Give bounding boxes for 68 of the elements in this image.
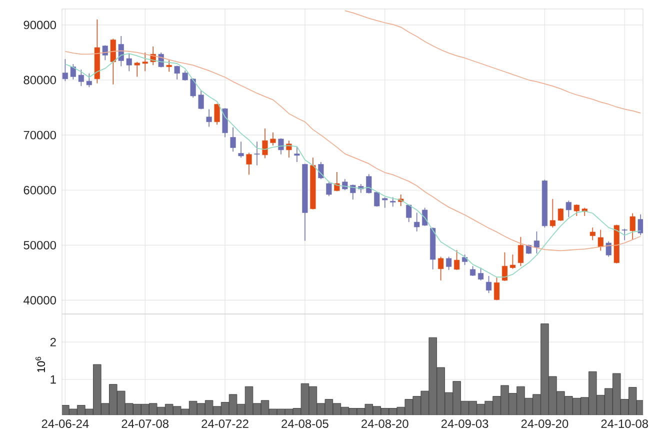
candlestick <box>62 58 68 82</box>
candlestick <box>598 229 604 252</box>
x-tick-label: 24-09-03 <box>441 420 488 428</box>
candlestick <box>142 52 148 72</box>
candlestick <box>454 250 460 270</box>
candlestick <box>350 184 356 200</box>
candlestick <box>446 256 452 270</box>
y-tick-label: 2 <box>50 338 56 346</box>
candlestick <box>270 132 276 146</box>
candlestick <box>622 228 628 241</box>
candlestick <box>198 90 204 110</box>
x-tick-label: 24-07-08 <box>122 420 169 428</box>
candlestick <box>518 236 524 266</box>
candlestick <box>214 103 220 126</box>
candlestick <box>566 200 572 218</box>
candlestick <box>390 196 396 208</box>
candlestick <box>486 276 492 294</box>
candlestick <box>526 244 532 254</box>
candlestick <box>246 152 252 176</box>
y-tick-label: 50000 <box>24 240 56 250</box>
y-tick-label: 60000 <box>24 186 56 194</box>
candlestick <box>438 256 444 281</box>
candlestick <box>326 182 332 197</box>
y-tick-label: 1 <box>50 375 56 384</box>
candlestick <box>294 146 300 162</box>
candlestick <box>550 198 556 228</box>
x-tick-label: 24-06-24 <box>42 420 89 428</box>
x-tick-label: 24-08-20 <box>362 420 408 428</box>
candlestick <box>422 207 428 226</box>
candlestick <box>86 73 92 88</box>
candlestick <box>78 69 84 86</box>
candlestick <box>238 141 244 158</box>
candlestick <box>174 65 180 80</box>
candlestick <box>118 36 124 67</box>
candlestick <box>134 61 140 78</box>
y-axis-title: 10$^{6}$ <box>36 356 45 372</box>
candlestick <box>366 174 372 194</box>
candlestick <box>638 214 644 236</box>
candlestick <box>494 277 500 301</box>
y-tick-label: 40000 <box>24 296 56 304</box>
candlestick <box>110 38 116 85</box>
candlestick <box>318 162 324 180</box>
candlestick <box>254 141 260 166</box>
y-tick-label: 90000 <box>24 20 56 30</box>
candlestick <box>126 53 132 72</box>
y-tick-label: 80000 <box>24 76 56 84</box>
x-tick-label: 24-07-22 <box>202 420 248 428</box>
candlestick <box>478 267 484 281</box>
candlestick <box>414 212 420 232</box>
candlestick <box>166 60 172 72</box>
candlestick <box>206 108 212 128</box>
x-tick-label: 24-10-08 <box>601 420 648 428</box>
candlestick <box>606 240 612 258</box>
candlestick <box>630 212 636 240</box>
candlestick <box>70 64 76 80</box>
candlestick <box>534 231 540 254</box>
candlestick <box>502 252 508 282</box>
x-tick-label: 24-08-05 <box>282 420 328 428</box>
y-tick-label: 70000 <box>24 130 56 140</box>
candlestick <box>590 227 596 241</box>
candlestick <box>262 128 268 159</box>
x-tick-label: 24-09-20 <box>521 420 568 428</box>
candlestick <box>558 208 564 222</box>
candlestick <box>462 254 468 266</box>
candlestick <box>510 254 516 270</box>
candlestick <box>406 204 412 222</box>
candlestick <box>230 126 236 152</box>
candlestick <box>382 196 388 208</box>
